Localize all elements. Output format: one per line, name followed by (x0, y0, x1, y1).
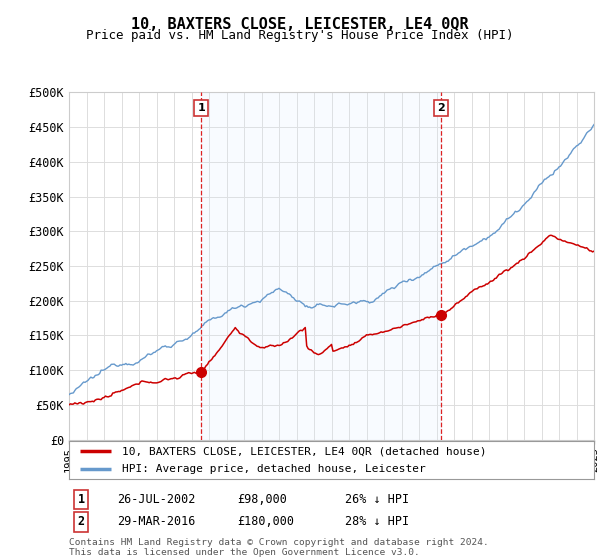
Text: 1: 1 (77, 493, 85, 506)
Text: HPI: Average price, detached house, Leicester: HPI: Average price, detached house, Leic… (121, 464, 425, 474)
Bar (201, 92, 440, 440)
Text: 10, BAXTERS CLOSE, LEICESTER, LE4 0QR (detached house): 10, BAXTERS CLOSE, LEICESTER, LE4 0QR (d… (121, 446, 486, 456)
Text: 26% ↓ HPI: 26% ↓ HPI (345, 493, 409, 506)
Text: Contains HM Land Registry data © Crown copyright and database right 2024.
This d: Contains HM Land Registry data © Crown c… (69, 538, 489, 557)
Text: 28% ↓ HPI: 28% ↓ HPI (345, 515, 409, 529)
Text: 29-MAR-2016: 29-MAR-2016 (117, 515, 196, 529)
Text: £98,000: £98,000 (237, 493, 287, 506)
Text: £180,000: £180,000 (237, 515, 294, 529)
Text: 2: 2 (77, 515, 85, 529)
Text: 26-JUL-2002: 26-JUL-2002 (117, 493, 196, 506)
Text: 10, BAXTERS CLOSE, LEICESTER, LE4 0QR: 10, BAXTERS CLOSE, LEICESTER, LE4 0QR (131, 17, 469, 32)
Text: 1: 1 (197, 103, 205, 113)
Text: 2: 2 (437, 103, 445, 113)
Text: Price paid vs. HM Land Registry's House Price Index (HPI): Price paid vs. HM Land Registry's House … (86, 29, 514, 42)
